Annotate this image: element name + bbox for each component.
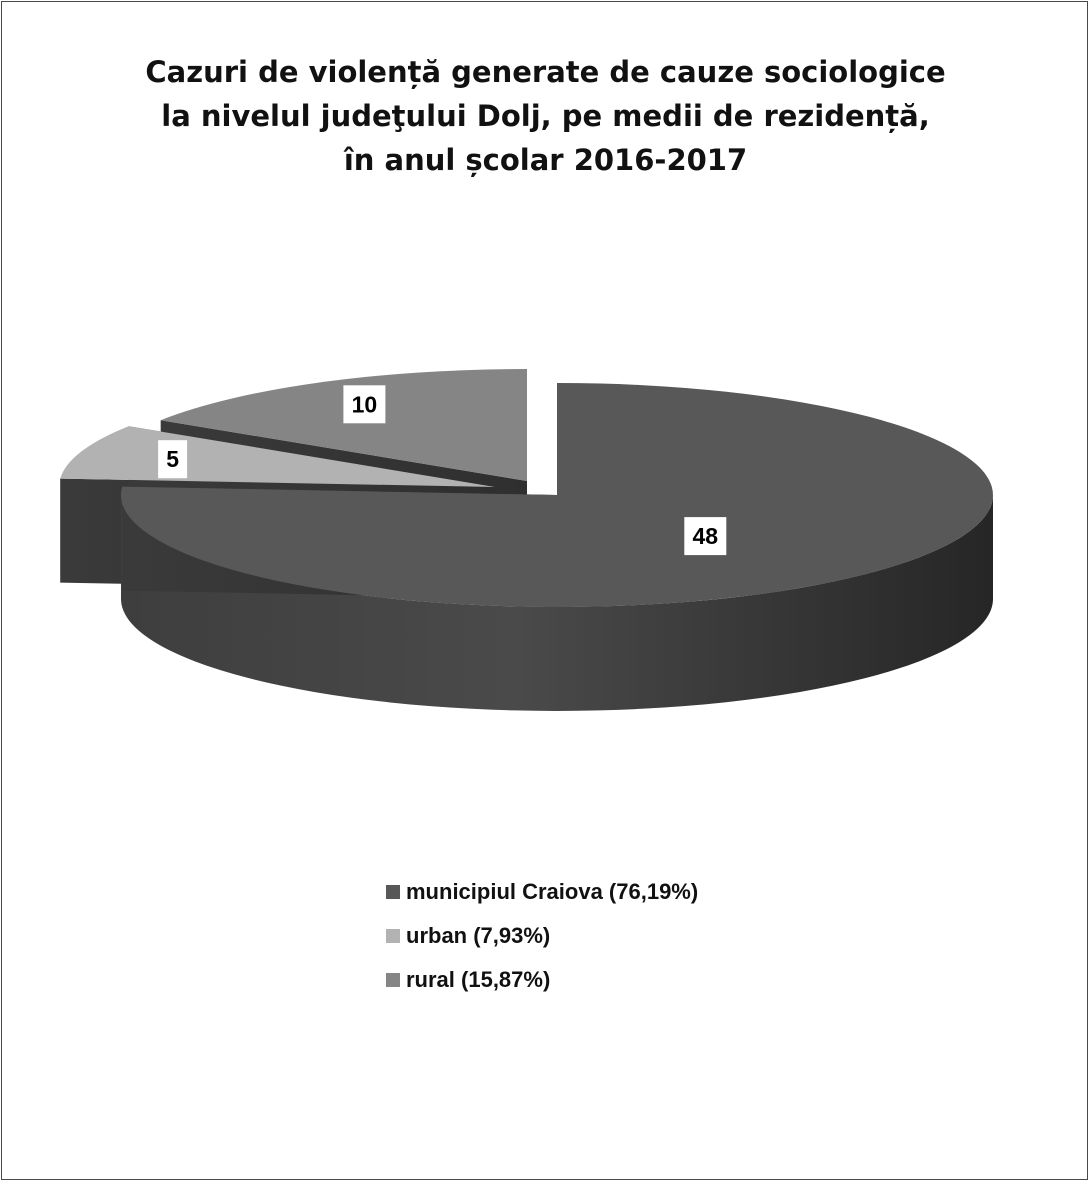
legend-label: urban (7,93%) <box>406 923 551 948</box>
legend-swatch <box>386 973 400 987</box>
chart-title-line-2: la nivelul judeţului Dolj, pe medii de r… <box>161 99 930 133</box>
legend-item: municipiul Craiova (76,19%) <box>386 870 698 914</box>
legend-swatch <box>386 929 400 943</box>
legend-label: municipiul Craiova (76,19%) <box>406 879 699 904</box>
svg-text:48: 48 <box>693 523 719 549</box>
data-label: 48 <box>684 517 727 556</box>
chart-title-line-3: în anul școlar 2016-2017 <box>343 143 748 177</box>
chart-title-line-1: Cazuri de violență generate de cauze soc… <box>145 55 946 89</box>
legend: municipiul Craiova (76,19%) urban (7,93%… <box>386 870 698 1002</box>
chart-title: Cazuri de violență generate de cauze soc… <box>0 50 1091 182</box>
svg-text:10: 10 <box>352 391 378 417</box>
data-label: 10 <box>343 385 386 424</box>
legend-swatch <box>386 885 400 899</box>
data-label: 5 <box>158 440 188 479</box>
svg-text:5: 5 <box>166 446 179 472</box>
pie-slice <box>120 383 993 711</box>
legend-item: urban (7,93%) <box>386 914 698 958</box>
legend-item: rural (15,87%) <box>386 958 698 1002</box>
legend-label: rural (15,87%) <box>406 967 551 992</box>
